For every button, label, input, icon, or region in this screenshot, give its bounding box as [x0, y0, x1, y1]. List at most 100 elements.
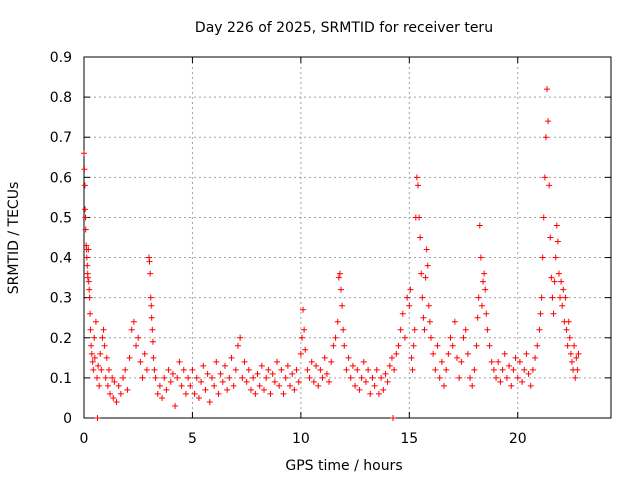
data-point: [406, 302, 413, 309]
data-point: [87, 326, 94, 333]
data-point: [219, 378, 226, 385]
data-point: [217, 370, 224, 377]
data-point: [148, 302, 155, 309]
data-point: [250, 374, 257, 381]
data-point: [362, 378, 369, 385]
data-point: [421, 326, 428, 333]
data-point: [438, 358, 445, 365]
x-axis-label: GPS time / hours: [285, 458, 402, 474]
data-point: [486, 342, 493, 349]
data-point: [284, 362, 291, 369]
data-point: [245, 366, 252, 373]
data-point: [481, 270, 488, 277]
y-tick-label: 0.7: [50, 130, 72, 146]
data-point: [195, 394, 202, 401]
data-point: [566, 334, 573, 341]
y-tick-label: 0.6: [50, 170, 72, 186]
data-point: [521, 366, 528, 373]
data-point: [516, 358, 523, 365]
data-point: [343, 366, 350, 373]
data-point: [150, 354, 157, 361]
data-point: [204, 370, 211, 377]
data-point: [567, 350, 574, 357]
data-point: [98, 366, 105, 373]
data-point: [404, 294, 411, 301]
data-point: [156, 382, 163, 389]
data-point: [147, 294, 154, 301]
data-point: [267, 390, 274, 397]
data-point: [555, 270, 562, 277]
data-point: [551, 278, 558, 285]
data-point: [432, 366, 439, 373]
data-point: [149, 338, 156, 345]
data-point: [326, 378, 333, 385]
data-point: [391, 366, 398, 373]
data-point: [565, 318, 572, 325]
data-point: [490, 366, 497, 373]
data-point: [221, 362, 228, 369]
data-point: [107, 390, 114, 397]
data-point: [308, 358, 315, 365]
data-point: [304, 366, 311, 373]
data-point: [436, 374, 443, 381]
data-point: [572, 374, 579, 381]
data-point: [410, 342, 417, 349]
data-point: [271, 378, 278, 385]
data-point: [519, 378, 526, 385]
data-point: [382, 370, 389, 377]
data-point: [409, 366, 416, 373]
data-point: [263, 374, 270, 381]
data-point: [176, 358, 183, 365]
data-point: [302, 346, 309, 353]
data-point: [193, 374, 200, 381]
data-point: [441, 382, 448, 389]
data-point: [165, 366, 172, 373]
data-point: [529, 366, 536, 373]
y-tick-label: 0: [63, 411, 72, 427]
data-point: [380, 386, 387, 393]
data-point: [174, 374, 181, 381]
data-point: [298, 334, 305, 341]
data-point: [407, 286, 414, 293]
data-point: [137, 358, 144, 365]
data-point: [360, 358, 367, 365]
data-point: [573, 354, 580, 361]
data-point: [180, 366, 187, 373]
data-point: [337, 286, 344, 293]
y-tick-label: 0.1: [50, 371, 72, 387]
data-point: [527, 382, 534, 389]
data-point: [454, 354, 461, 361]
data-point: [349, 362, 356, 369]
data-point: [149, 326, 156, 333]
data-point: [310, 378, 317, 385]
data-point: [534, 342, 541, 349]
plot-frame: [83, 56, 612, 419]
data-point: [477, 254, 484, 261]
data-point: [384, 378, 391, 385]
data-point: [243, 378, 250, 385]
data-point: [143, 366, 150, 373]
data-point: [85, 246, 92, 253]
data-point: [169, 370, 176, 377]
data-point: [147, 270, 154, 277]
data-point: [261, 386, 268, 393]
data-point: [152, 374, 159, 381]
data-point: [434, 342, 441, 349]
data-point: [280, 390, 287, 397]
data-point: [252, 390, 259, 397]
data-point: [330, 342, 337, 349]
data-point: [373, 366, 380, 373]
data-point: [443, 366, 450, 373]
data-point: [297, 350, 304, 357]
data-point: [224, 386, 231, 393]
data-point: [97, 350, 104, 357]
data-point: [414, 182, 421, 189]
data-point: [289, 370, 296, 377]
data-point: [340, 326, 347, 333]
data-point: [211, 382, 218, 389]
data-point: [506, 362, 513, 369]
data-point: [124, 386, 131, 393]
data-point: [265, 366, 272, 373]
data-point: [319, 374, 326, 381]
data-point: [105, 366, 112, 373]
